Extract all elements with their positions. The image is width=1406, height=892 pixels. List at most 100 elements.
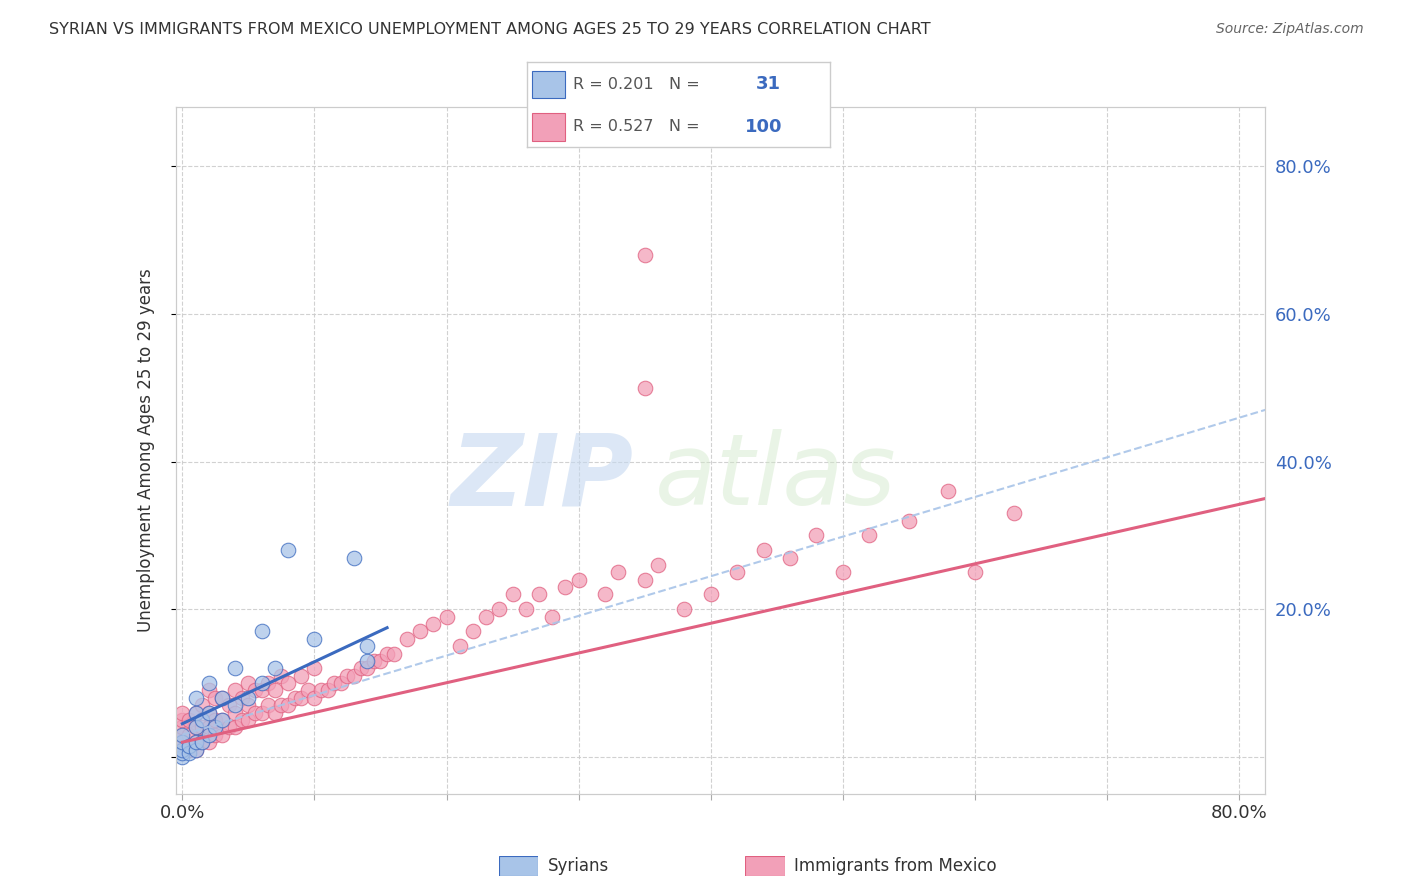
Point [177, 742, 200, 756]
Point [191, 720, 214, 734]
Y-axis label: Unemployment Among Ages 25 to 29 years: Unemployment Among Ages 25 to 29 years [136, 268, 155, 632]
Point [673, 602, 696, 616]
Point [515, 602, 537, 616]
Point [752, 543, 775, 558]
Point [191, 735, 214, 749]
Point [356, 661, 378, 675]
Point [172, 746, 194, 760]
Point [647, 558, 669, 572]
Point [184, 742, 207, 756]
Point [177, 739, 200, 753]
Point [938, 484, 960, 499]
Point [270, 669, 292, 683]
Point [779, 550, 801, 565]
Point [436, 609, 458, 624]
Point [607, 566, 630, 580]
Point [363, 654, 385, 668]
Point [461, 624, 484, 639]
Point [184, 742, 207, 756]
Point [858, 528, 880, 542]
Point [172, 713, 194, 727]
Point [211, 728, 233, 742]
Text: 31: 31 [755, 76, 780, 94]
Point [238, 676, 260, 690]
Point [343, 550, 366, 565]
Point [527, 587, 550, 601]
Point [963, 566, 986, 580]
Point [409, 624, 432, 639]
Point [343, 669, 366, 683]
Point [238, 690, 260, 705]
Point [304, 690, 326, 705]
Point [243, 683, 266, 698]
Point [211, 690, 233, 705]
Point [177, 728, 200, 742]
Point [172, 706, 194, 720]
Point [184, 720, 207, 734]
Point [172, 742, 194, 756]
Point [184, 690, 207, 705]
Point [231, 690, 253, 705]
Point [204, 720, 226, 734]
Point [172, 735, 194, 749]
Point [831, 566, 853, 580]
Point [277, 543, 299, 558]
Point [350, 661, 373, 675]
Point [263, 683, 285, 698]
Point [224, 698, 246, 713]
Point [488, 602, 510, 616]
Point [633, 248, 655, 262]
Point [243, 706, 266, 720]
Bar [531, 71, 565, 98]
Point [633, 381, 655, 395]
Point [395, 632, 418, 646]
Point [329, 676, 352, 690]
Point [806, 528, 828, 542]
Point [422, 617, 444, 632]
Point [316, 683, 339, 698]
Point [224, 720, 246, 734]
Text: SYRIAN VS IMMIGRANTS FROM MEXICO UNEMPLOYMENT AMONG AGES 25 TO 29 YEARS CORRELAT: SYRIAN VS IMMIGRANTS FROM MEXICO UNEMPLO… [49, 22, 931, 37]
Bar [531, 113, 565, 141]
Point [224, 661, 246, 675]
Point [191, 735, 214, 749]
Point [177, 713, 200, 727]
Point [172, 750, 194, 764]
Point [184, 720, 207, 734]
Point [211, 713, 233, 727]
Point [177, 746, 200, 760]
Point [197, 735, 219, 749]
Text: R = 0.527   N =: R = 0.527 N = [572, 120, 704, 135]
Point [172, 735, 194, 749]
Point [897, 514, 920, 528]
Point [541, 609, 564, 624]
Point [238, 698, 260, 713]
Point [449, 639, 471, 653]
Point [304, 632, 326, 646]
Text: R = 0.201   N =: R = 0.201 N = [572, 77, 710, 92]
Point [568, 573, 591, 587]
Text: atlas: atlas [655, 429, 897, 526]
Point [277, 698, 299, 713]
Point [197, 728, 219, 742]
Point [250, 624, 273, 639]
Point [699, 587, 721, 601]
Point [172, 728, 194, 742]
Point [290, 669, 312, 683]
Point [211, 713, 233, 727]
Point [725, 566, 748, 580]
Point [204, 713, 226, 727]
Point [184, 706, 207, 720]
Text: Syrians: Syrians [548, 857, 610, 875]
Text: ZIP: ZIP [450, 429, 633, 526]
Point [263, 661, 285, 675]
Point [336, 669, 359, 683]
Point [197, 676, 219, 690]
Point [197, 706, 219, 720]
Point [204, 728, 226, 742]
Point [211, 690, 233, 705]
Point [593, 587, 616, 601]
Point [172, 720, 194, 734]
Point [257, 698, 280, 713]
Point [172, 742, 194, 756]
